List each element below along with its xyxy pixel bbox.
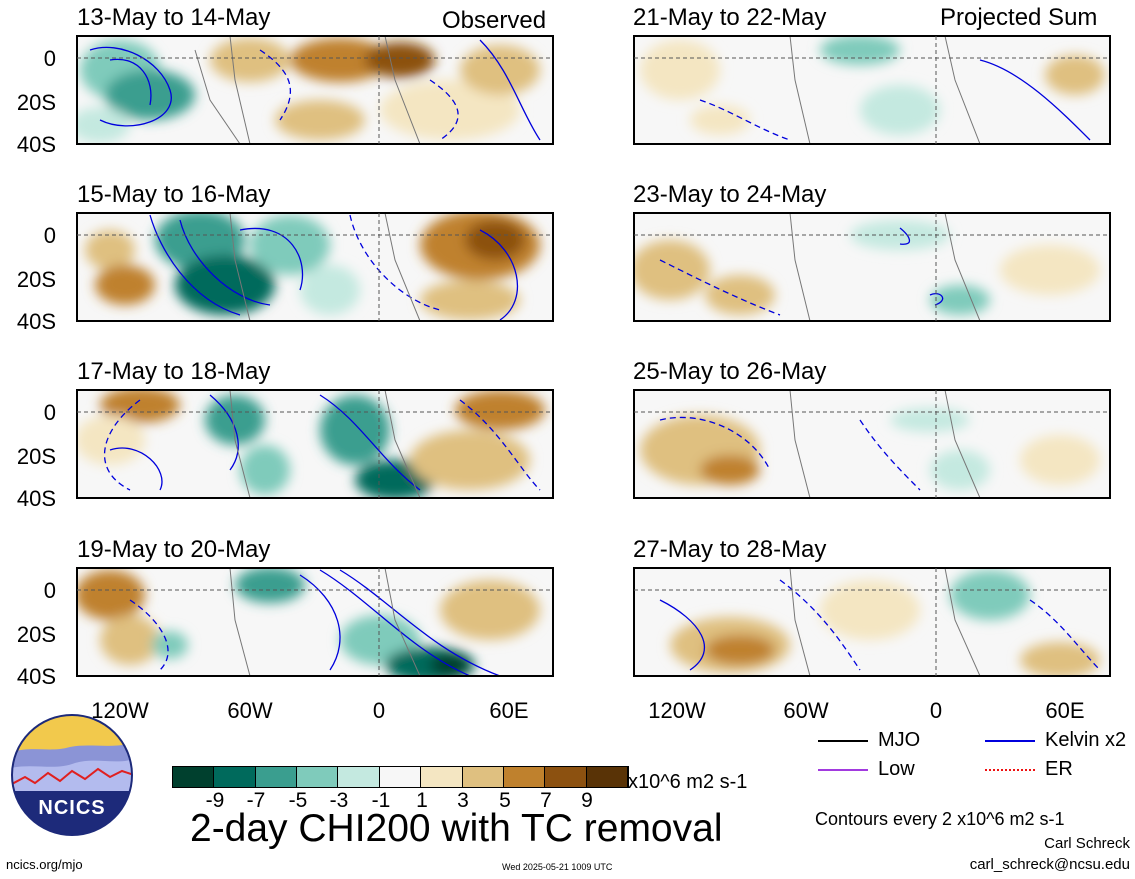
legend-swatch-low: [818, 769, 868, 771]
colorbar-swatch: [379, 767, 422, 787]
colorbar-label: -3: [329, 789, 349, 812]
panel-date-right-3: 25-May to 26-May: [633, 358, 827, 385]
colorbar-swatch: [255, 767, 298, 787]
colorbar-swatch: [586, 767, 628, 787]
author-email[interactable]: carl_schreck@ncsu.edu: [969, 856, 1130, 873]
lon-label-60e: 60E: [489, 698, 529, 723]
legend-label-low: Low: [878, 758, 915, 780]
legend-swatch-er: [985, 769, 1035, 771]
panel-date-right-1: 21-May to 22-May: [633, 4, 827, 31]
panel-date-right-4: 27-May to 28-May: [633, 536, 827, 563]
colorbar-swatch: [173, 767, 215, 787]
panel-date-left-2: 15-May to 16-May: [77, 181, 271, 208]
colorbar-swatch: [462, 767, 504, 787]
map-panel-left-4: [77, 568, 553, 676]
colorbar-swatch: [297, 767, 339, 787]
legend-swatch-mjo: [818, 740, 868, 742]
colorbar-label: 5: [499, 789, 511, 812]
colorbar-units: x10^6 m2 s-1: [628, 771, 748, 793]
colorbar-label: 3: [457, 789, 469, 812]
colorbar-label: -1: [371, 789, 391, 812]
panel-date-left-4: 19-May to 20-May: [77, 536, 271, 563]
logo-text: NCICS: [38, 797, 106, 819]
projected-tag: Projected Sum: [940, 4, 1098, 31]
colorbar-swatch: [214, 767, 256, 787]
colorbar-label: 9: [581, 789, 593, 812]
map-panel-right-3: [634, 390, 1110, 498]
colorbar-swatch: [503, 767, 546, 787]
map-panel-right-4: [634, 568, 1110, 676]
lon-label-60e: 60E: [1045, 698, 1085, 723]
legend-label-er: ER: [1045, 758, 1073, 780]
colorbar-label: 7: [540, 789, 552, 812]
lon-label-120w: 120W: [91, 698, 149, 723]
lat-label-0: 0: [43, 578, 56, 603]
lat-label-40s: 40S: [16, 132, 56, 157]
lon-label-120w: 120W: [648, 698, 706, 723]
map-panel-left-2: [77, 213, 553, 321]
colorbar-swatch: [338, 767, 380, 787]
map-panel-right-2: [634, 213, 1110, 321]
lon-label-60w: 60W: [783, 698, 829, 723]
timestamp: Wed 2025-05-21 1009 UTC: [502, 862, 613, 872]
lat-label-0: 0: [43, 223, 56, 248]
source-url[interactable]: ncics.org/mjo: [6, 857, 83, 872]
colorbar-label: 1: [416, 789, 428, 812]
main-title: 2-day CHI200 with TC removal: [190, 807, 723, 850]
lat-label-20s: 20S: [16, 267, 56, 292]
lat-label-0: 0: [43, 400, 56, 425]
map-panel-left-1: [77, 36, 553, 144]
colorbar-swatch: [421, 767, 463, 787]
ncics-logo: [11, 714, 133, 836]
map-panel-right-1: [634, 36, 1110, 144]
lon-label-60w: 60W: [227, 698, 273, 723]
legend-label-kelvin: Kelvin x2: [1045, 729, 1127, 751]
panel-date-left-1: 13-May to 14-May: [77, 4, 271, 31]
legend-label-mjo: MJO: [878, 729, 921, 751]
lon-label-0: 0: [929, 698, 943, 723]
lat-label-20s: 20S: [16, 622, 56, 647]
lat-label-0: 0: [43, 46, 56, 71]
colorbar-label: -5: [288, 789, 308, 812]
map-panels: [76, 35, 1111, 677]
colorbar: [172, 766, 629, 788]
lat-label-20s: 20S: [16, 90, 56, 115]
lat-label-40s: 40S: [16, 486, 56, 511]
lat-label-40s: 40S: [16, 664, 56, 689]
colorbar-swatch: [545, 767, 587, 787]
colorbar-label: -7: [246, 789, 266, 812]
lon-label-0: 0: [372, 698, 386, 723]
map-panel-left-3: [77, 390, 553, 498]
contours-note: Contours every 2 x10^6 m2 s-1: [815, 809, 1065, 829]
legend-swatch-kelvin: [985, 740, 1035, 742]
author-name: Carl Schreck: [1044, 835, 1130, 852]
lat-label-40s: 40S: [16, 309, 56, 334]
panel-date-right-2: 23-May to 24-May: [633, 181, 827, 208]
observed-tag: Observed: [442, 7, 547, 34]
lat-label-20s: 20S: [16, 444, 56, 469]
colorbar-label: -9: [205, 789, 225, 812]
panel-date-left-3: 17-May to 18-May: [77, 358, 271, 385]
